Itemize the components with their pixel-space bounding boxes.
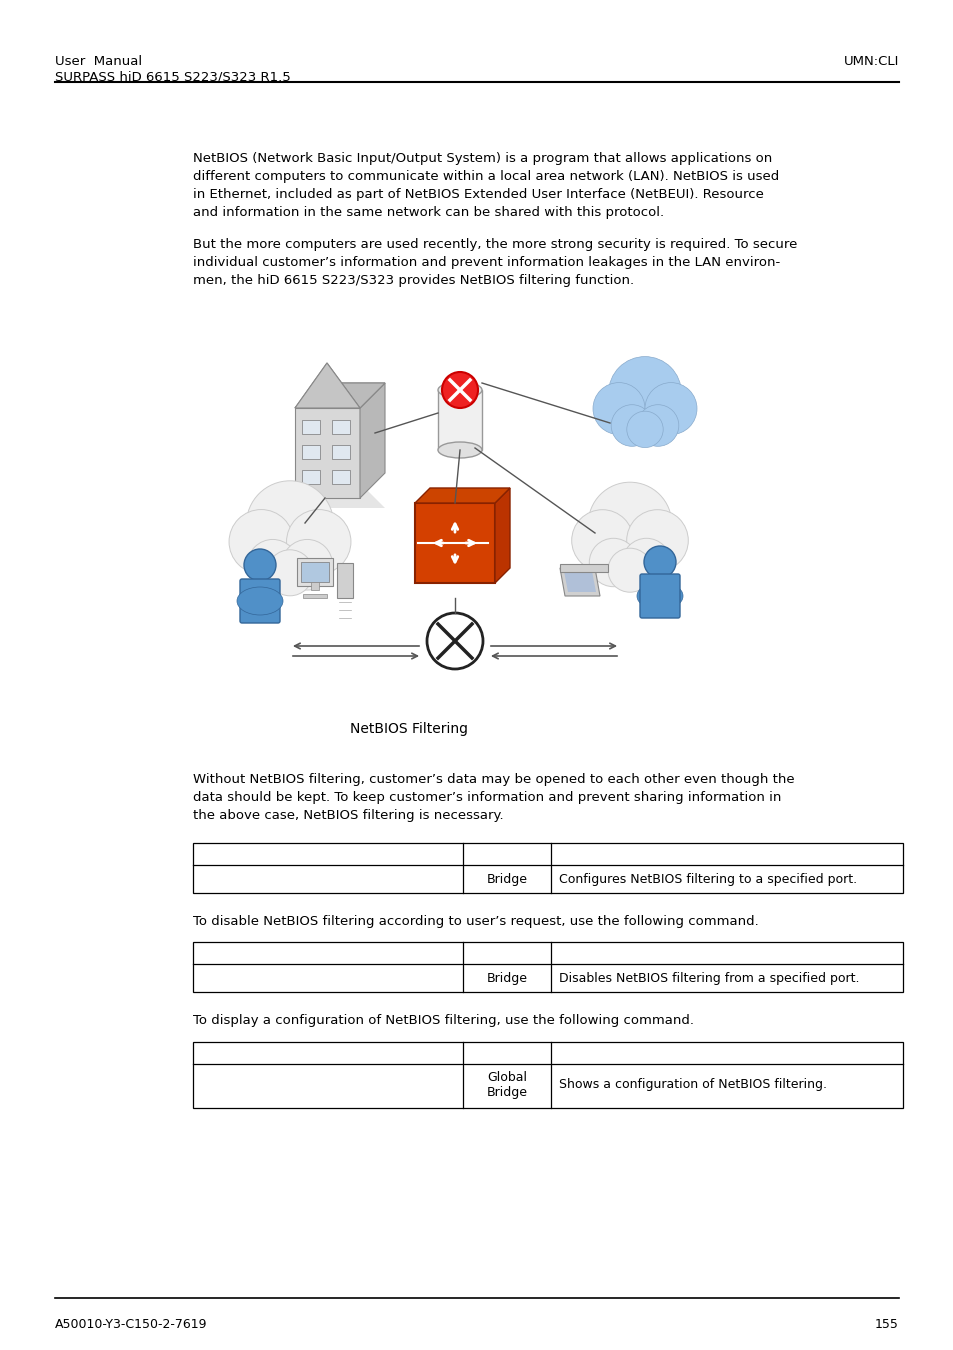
Bar	[302, 470, 319, 485]
Bar	[415, 504, 495, 583]
Text: NetBIOS Filtering: NetBIOS Filtering	[350, 722, 468, 736]
Circle shape	[247, 540, 297, 590]
Bar	[336, 563, 353, 598]
Circle shape	[427, 613, 482, 670]
Circle shape	[286, 509, 351, 574]
Circle shape	[441, 373, 477, 408]
Text: Global: Global	[486, 1071, 526, 1084]
Bar	[296, 558, 333, 586]
Polygon shape	[359, 383, 385, 498]
Text: Configures NetBIOS filtering to a specified port.: Configures NetBIOS filtering to a specif…	[558, 873, 856, 886]
Text: To display a configuration of NetBIOS filtering, use the following command.: To display a configuration of NetBIOS fi…	[193, 1014, 693, 1027]
Circle shape	[593, 382, 644, 435]
Text: different computers to communicate within a local area network (LAN). NetBIOS is: different computers to communicate withi…	[193, 170, 779, 184]
Text: UMN:CLI: UMN:CLI	[842, 55, 898, 68]
Text: men, the hiD 6615 S223/S323 provides NetBIOS filtering function.: men, the hiD 6615 S223/S323 provides Net…	[193, 274, 634, 288]
Text: Shows a configuration of NetBIOS filtering.: Shows a configuration of NetBIOS filteri…	[558, 1079, 826, 1091]
Bar	[193, 942, 902, 992]
Polygon shape	[563, 571, 596, 593]
Bar	[302, 446, 319, 459]
Bar	[437, 390, 481, 450]
Text: the above case, NetBIOS filtering is necessary.: the above case, NetBIOS filtering is nec…	[193, 809, 503, 822]
Bar	[332, 470, 350, 485]
Polygon shape	[290, 487, 385, 508]
Text: Disables NetBIOS filtering from a specified port.: Disables NetBIOS filtering from a specif…	[558, 972, 859, 986]
Circle shape	[611, 405, 652, 447]
Ellipse shape	[236, 587, 283, 616]
Bar	[332, 446, 350, 459]
Bar	[193, 842, 902, 892]
Bar	[332, 420, 350, 433]
Text: NetBIOS (Network Basic Input/Output System) is a program that allows application: NetBIOS (Network Basic Input/Output Syst…	[193, 153, 771, 165]
Bar	[303, 594, 327, 598]
Circle shape	[608, 356, 680, 429]
Circle shape	[282, 540, 333, 590]
Bar	[559, 564, 607, 572]
Text: and information in the same network can be shared with this protocol.: and information in the same network can …	[193, 207, 663, 219]
Text: 155: 155	[874, 1318, 898, 1331]
Polygon shape	[294, 408, 359, 498]
Circle shape	[229, 509, 294, 574]
Text: But the more computers are used recently, the more strong security is required. : But the more computers are used recently…	[193, 238, 797, 251]
Circle shape	[246, 481, 334, 568]
Text: individual customer’s information and prevent information leakages in the LAN en: individual customer’s information and pr…	[193, 256, 780, 269]
Bar	[311, 582, 318, 590]
Text: Bridge: Bridge	[486, 873, 527, 886]
Circle shape	[644, 382, 697, 435]
Circle shape	[571, 510, 633, 571]
Text: A50010-Y3-C150-2-7619: A50010-Y3-C150-2-7619	[55, 1318, 208, 1331]
Text: Bridge: Bridge	[486, 1085, 527, 1099]
Polygon shape	[294, 383, 385, 408]
Circle shape	[637, 405, 679, 447]
Ellipse shape	[437, 382, 481, 398]
Circle shape	[607, 548, 651, 593]
Text: data should be kept. To keep customer’s information and prevent sharing informat: data should be kept. To keep customer’s …	[193, 791, 781, 805]
Polygon shape	[294, 363, 385, 408]
Circle shape	[588, 482, 671, 566]
Circle shape	[589, 539, 637, 587]
Text: SURPASS hiD 6615 S223/S323 R1.5: SURPASS hiD 6615 S223/S323 R1.5	[55, 72, 291, 84]
Polygon shape	[495, 487, 510, 583]
Text: Bridge: Bridge	[486, 972, 527, 986]
Circle shape	[621, 539, 670, 587]
Polygon shape	[294, 363, 359, 408]
Bar	[302, 420, 319, 433]
Circle shape	[626, 510, 687, 571]
Circle shape	[626, 412, 662, 448]
Bar	[301, 562, 329, 582]
FancyBboxPatch shape	[240, 579, 280, 622]
Circle shape	[244, 549, 275, 580]
Ellipse shape	[637, 582, 682, 610]
Polygon shape	[415, 487, 510, 504]
Text: Without NetBIOS filtering, customer’s data may be opened to each other even thou: Without NetBIOS filtering, customer’s da…	[193, 774, 794, 786]
Circle shape	[643, 545, 676, 578]
Text: User  Manual: User Manual	[55, 55, 142, 68]
Polygon shape	[559, 568, 599, 595]
FancyBboxPatch shape	[639, 574, 679, 618]
Bar	[193, 1042, 902, 1108]
Ellipse shape	[437, 441, 481, 458]
Text: in Ethernet, included as part of NetBIOS Extended User Interface (NetBEUI). Reso: in Ethernet, included as part of NetBIOS…	[193, 188, 763, 201]
Circle shape	[267, 549, 313, 595]
Text: To disable NetBIOS filtering according to user’s request, use the following comm: To disable NetBIOS filtering according t…	[193, 915, 758, 927]
